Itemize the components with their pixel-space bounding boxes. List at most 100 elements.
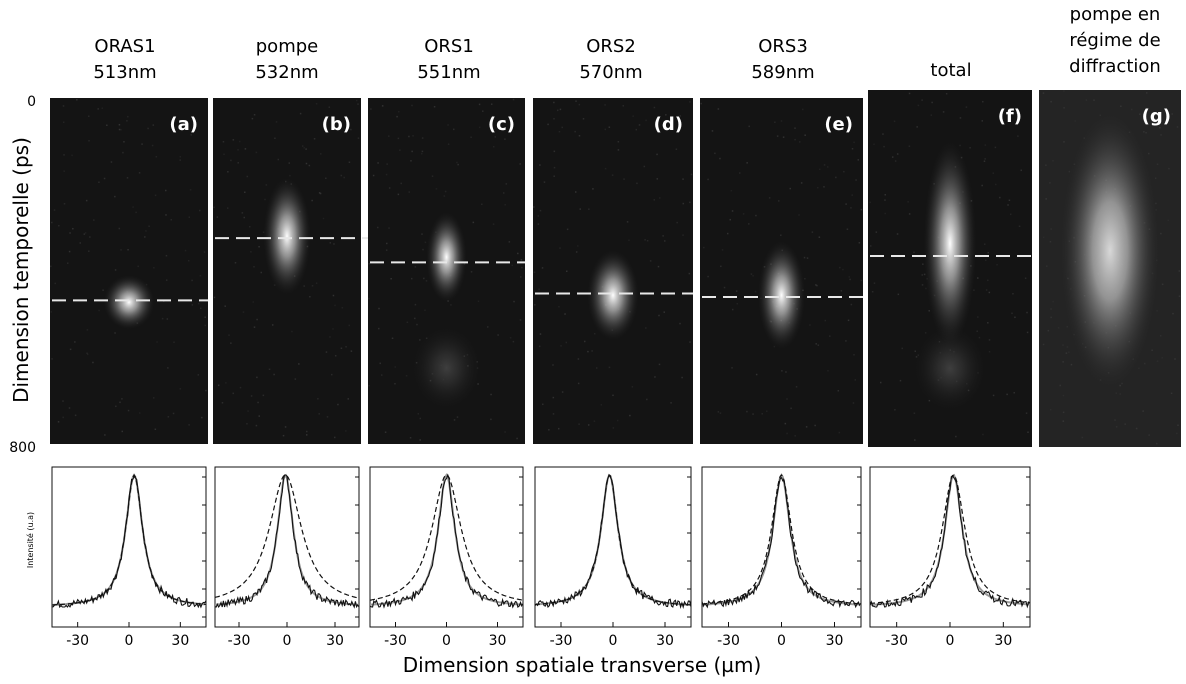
noise-dot	[662, 235, 664, 237]
noise-dot	[50, 265, 52, 268]
noise-dot	[239, 386, 242, 389]
noise-dot	[785, 371, 787, 373]
x-tick-label: 0	[946, 633, 955, 649]
noise-dot	[784, 422, 787, 425]
noise-dot	[837, 390, 840, 392]
x-tick-label: -30	[885, 633, 908, 649]
noise-dot	[854, 379, 857, 381]
profile-measured-curve	[214, 474, 360, 609]
noise-dot	[658, 363, 661, 366]
noise-dot	[1168, 167, 1170, 170]
noise-dot	[252, 301, 255, 303]
noise-dot	[345, 430, 347, 432]
noise-dot	[802, 108, 804, 111]
noise-dot	[385, 173, 388, 176]
noise-dot	[547, 123, 549, 126]
noise-dot	[476, 361, 478, 363]
noise-dot	[804, 277, 806, 280]
noise-dot	[1124, 423, 1126, 425]
noise-dot	[370, 108, 372, 110]
noise-dot	[908, 92, 911, 95]
noise-dot	[343, 176, 345, 179]
noise-dot	[1050, 316, 1052, 319]
noise-dot	[643, 165, 646, 168]
noise-dot	[1093, 99, 1095, 101]
noise-dot	[611, 174, 614, 176]
noise-dot	[62, 105, 65, 107]
panel-title-line: total	[930, 60, 971, 81]
noise-dot	[726, 232, 729, 235]
noise-dot	[689, 101, 691, 103]
noise-dot	[1049, 182, 1051, 184]
noise-dot	[565, 341, 568, 344]
noise-dot	[299, 112, 302, 115]
noise-dot	[411, 150, 413, 153]
noise-dot	[137, 265, 139, 268]
noise-dot	[982, 100, 984, 103]
noise-dot	[274, 137, 276, 140]
noise-dot	[564, 313, 566, 315]
noise-dot	[616, 419, 619, 422]
noise-dot	[853, 354, 855, 356]
noise-dot	[937, 379, 940, 381]
noise-dot	[875, 231, 878, 233]
noise-dot	[977, 277, 979, 279]
noise-dot	[653, 106, 656, 109]
noise-dot	[154, 428, 157, 431]
noise-dot	[419, 339, 421, 341]
noise-dot	[754, 290, 757, 293]
noise-dot	[322, 217, 325, 220]
noise-dot	[148, 225, 150, 227]
noise-dot	[246, 175, 249, 178]
noise-dot	[1045, 198, 1047, 200]
noise-dot	[419, 439, 421, 441]
noise-dot	[504, 138, 506, 140]
noise-dot	[703, 246, 705, 249]
noise-dot	[120, 129, 122, 131]
noise-dot	[533, 271, 536, 273]
noise-dot	[67, 262, 69, 264]
noise-dot	[277, 158, 280, 161]
noise-dot	[832, 126, 834, 128]
profile-reference-curve	[701, 474, 862, 605]
noise-dot	[232, 139, 235, 141]
noise-dot	[786, 432, 788, 435]
noise-dot	[466, 354, 469, 356]
noise-dot	[431, 373, 434, 375]
noise-dot	[945, 92, 948, 95]
noise-dot	[284, 426, 287, 428]
noise-dot	[1119, 393, 1121, 395]
noise-dot	[1120, 105, 1122, 108]
noise-dot	[400, 182, 402, 185]
noise-dot	[127, 115, 129, 118]
noise-dot	[882, 133, 884, 135]
noise-dot	[472, 221, 475, 224]
noise-dot	[204, 324, 207, 327]
noise-dot	[161, 317, 164, 320]
noise-dot	[179, 159, 182, 161]
noise-dot	[1008, 199, 1011, 202]
noise-dot	[559, 108, 562, 111]
noise-dot	[583, 340, 586, 343]
noise-dot	[122, 151, 124, 154]
noise-dot	[1160, 232, 1162, 235]
noise-dot	[768, 197, 771, 199]
intensity-axis-label: Intensité (u.a)	[25, 512, 35, 568]
noise-dot	[804, 134, 806, 136]
noise-dot	[917, 104, 920, 107]
noise-dot	[921, 99, 923, 101]
profile-measured-curve	[369, 473, 524, 609]
noise-dot	[337, 403, 339, 406]
x-tick-label: -30	[66, 633, 89, 649]
noise-dot	[845, 203, 847, 205]
noise-dot	[463, 355, 466, 357]
noise-dot	[636, 182, 638, 185]
noise-dot	[623, 178, 625, 180]
noise-dot	[838, 431, 841, 434]
noise-dot	[840, 290, 843, 292]
panel-letter: (b)	[322, 114, 351, 135]
noise-dot	[200, 307, 202, 310]
noise-dot	[539, 333, 542, 335]
noise-dot	[71, 154, 73, 157]
panel-letter: (f)	[998, 106, 1022, 127]
